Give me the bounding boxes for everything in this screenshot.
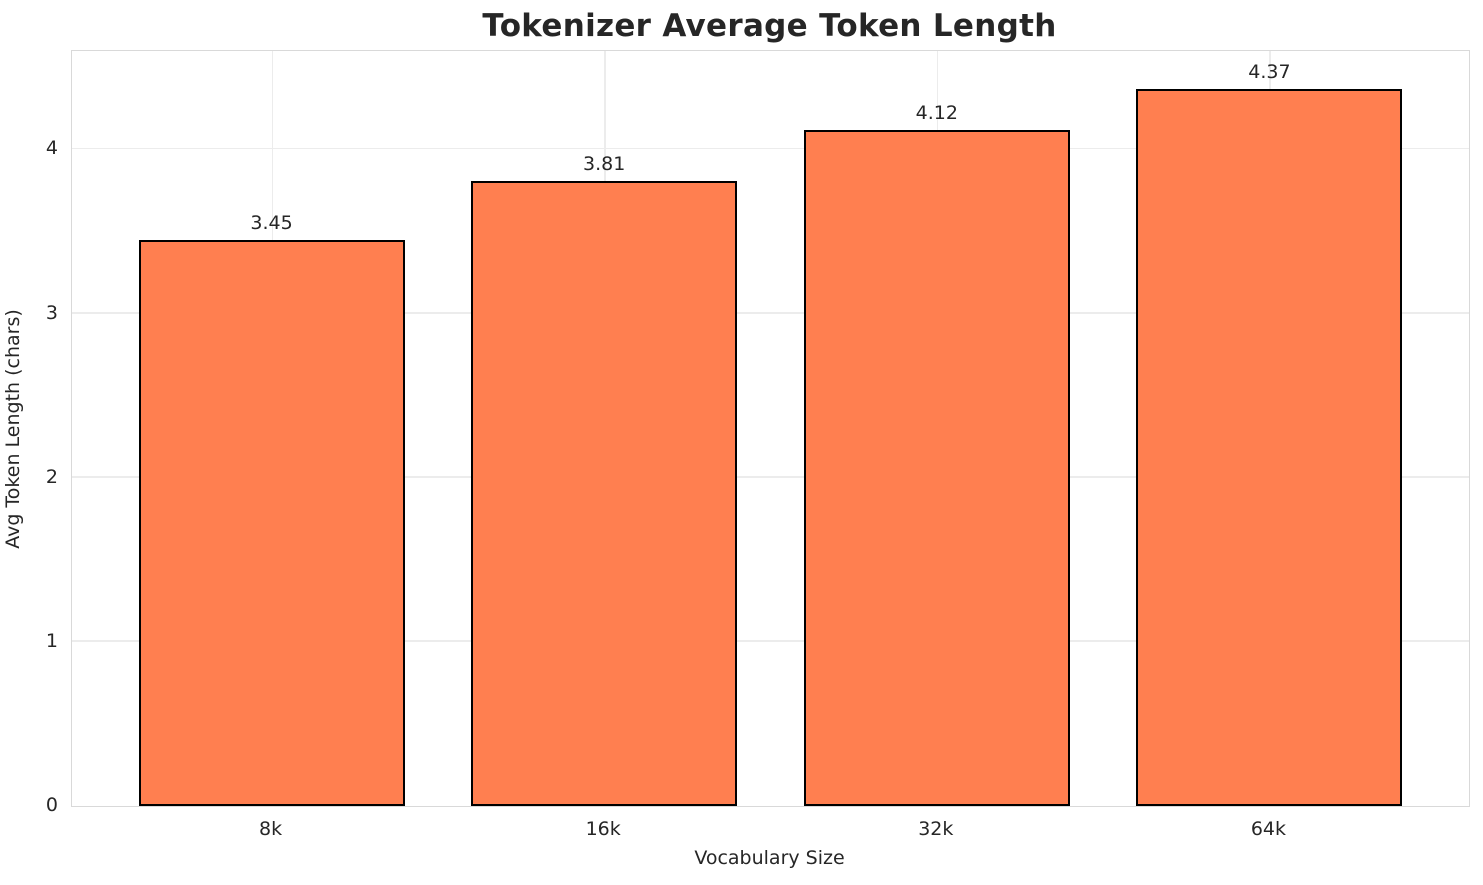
bar-value-label: 3.81 (583, 152, 626, 175)
bar-value-label: 4.12 (915, 101, 958, 124)
x-tick-label-64k: 64k (1250, 818, 1287, 840)
y-tick-label: 1 (45, 629, 58, 652)
bar-8k (138, 239, 405, 806)
x-axis-label: Vocabulary Size (694, 847, 845, 869)
bar-16k (471, 180, 738, 806)
horizontal-gridline (72, 312, 1469, 314)
x-tick-label-8k: 8k (259, 818, 283, 840)
plot-area: 3.45 3.81 4.12 4.37 (71, 50, 1470, 807)
y-tick-label: 2 (45, 465, 58, 488)
y-tick-label: 3 (45, 301, 58, 324)
bar-value-label: 4.37 (1248, 60, 1291, 83)
horizontal-gridline (72, 640, 1469, 642)
y-tick-label: 0 (45, 794, 58, 816)
y-tick-label: 4 (45, 137, 58, 160)
horizontal-gridline (72, 147, 1469, 150)
chart-title: Tokenizer Average Token Length (482, 8, 1057, 44)
horizontal-gridline (72, 476, 1469, 478)
bar-64k (1136, 88, 1403, 806)
bar-value-label: 3.45 (250, 211, 293, 234)
bar-32k (803, 129, 1070, 806)
x-tick-label-32k: 32k (918, 818, 954, 840)
x-tick-label-16k: 16k (585, 818, 621, 840)
